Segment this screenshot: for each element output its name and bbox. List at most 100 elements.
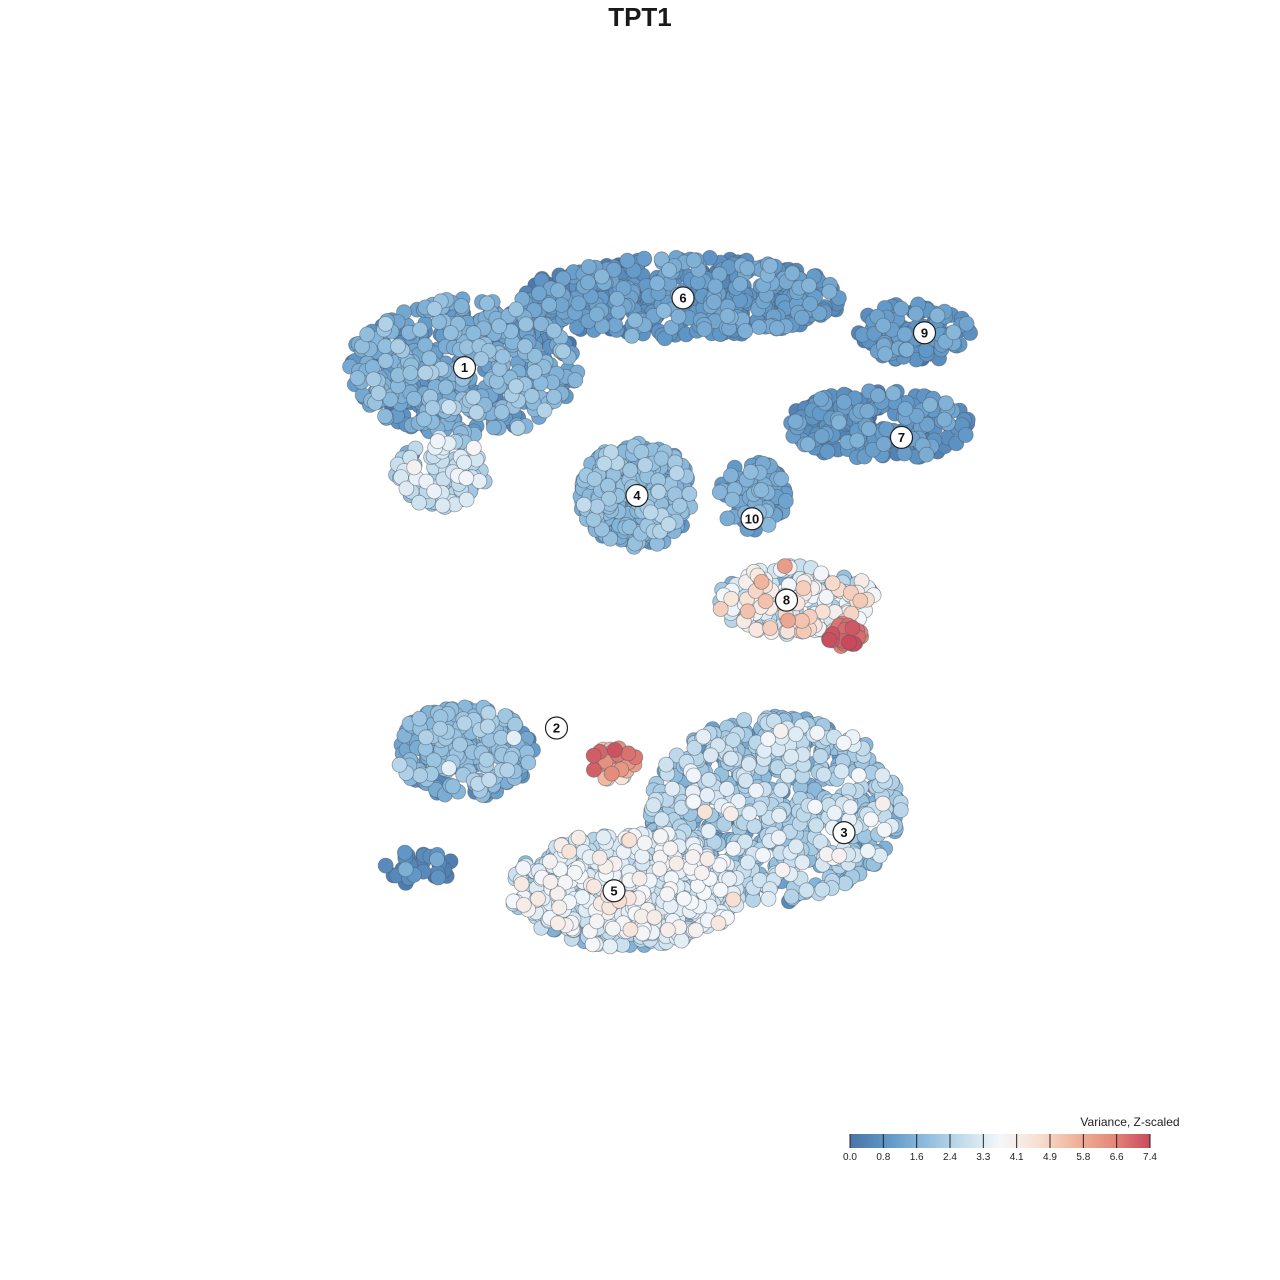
data-point	[671, 497, 688, 514]
data-point	[440, 399, 457, 416]
cluster-label-text: 1	[461, 360, 468, 375]
data-point	[769, 759, 786, 776]
data-point	[658, 756, 675, 773]
data-point	[606, 742, 623, 758]
data-point	[723, 590, 740, 607]
data-point	[437, 379, 454, 396]
data-point	[425, 752, 442, 769]
data-point	[693, 865, 710, 881]
data-point	[517, 338, 533, 355]
cluster-label: 8	[774, 588, 799, 612]
data-point	[850, 767, 867, 784]
data-point	[808, 817, 825, 834]
data-point	[668, 855, 685, 872]
data-point	[580, 258, 597, 275]
data-point	[859, 403, 876, 420]
data-point	[852, 592, 869, 609]
cluster-labels: 1 2 3 4 5 6 7 8 9 10	[452, 286, 937, 903]
data-point	[770, 829, 787, 846]
data-point	[696, 321, 713, 338]
data-point	[737, 772, 754, 789]
data-point	[826, 805, 843, 821]
data-point	[377, 315, 394, 332]
data-point	[753, 482, 770, 499]
data-point	[821, 283, 838, 300]
data-point	[588, 913, 605, 930]
cluster-label-text: 4	[633, 488, 641, 503]
data-point	[659, 886, 676, 903]
legend-tick-label: 4.9	[1043, 1152, 1057, 1163]
data-point	[813, 391, 829, 407]
data-point	[725, 891, 742, 908]
data-point	[411, 710, 428, 727]
data-point	[773, 470, 790, 487]
cluster-label: 1	[452, 356, 477, 380]
data-point	[642, 504, 659, 521]
data-point	[773, 782, 790, 798]
data-point	[596, 455, 613, 472]
data-point	[863, 811, 879, 828]
cluster-label-badge	[740, 507, 764, 531]
data-point	[417, 337, 434, 354]
data-point	[739, 260, 756, 277]
data-point	[676, 890, 692, 907]
data-point	[542, 874, 559, 890]
data-point	[591, 849, 608, 866]
cluster-label-badge	[602, 879, 626, 903]
color-legend: Variance, Z-scaled 0.0 0.8 1.6 2.4 3.3 4.1 4.9 5…	[843, 1115, 1180, 1163]
data-point	[370, 385, 387, 402]
data-point	[818, 589, 835, 605]
chart-title: TPT1	[608, 2, 672, 32]
cluster-label: 2	[544, 716, 569, 740]
data-point	[860, 420, 877, 437]
data-point	[478, 751, 495, 768]
data-point	[417, 364, 434, 381]
data-point	[426, 300, 443, 317]
data-point	[546, 322, 562, 339]
data-point	[622, 921, 639, 938]
data-point	[919, 416, 936, 433]
data-point	[566, 864, 583, 881]
data-point	[772, 723, 789, 739]
cluster-label-badge	[912, 321, 937, 345]
data-point	[508, 301, 524, 318]
data-point	[876, 822, 893, 838]
data-point	[530, 890, 546, 907]
data-point	[783, 888, 800, 905]
data-point	[730, 793, 747, 809]
data-point	[813, 428, 830, 445]
data-point	[636, 250, 653, 267]
data-point	[831, 847, 848, 864]
data-point	[646, 909, 663, 926]
data-point	[824, 575, 841, 592]
cluster-label: 3	[832, 821, 856, 845]
data-point	[774, 862, 791, 878]
cluster-label-badge	[889, 425, 914, 449]
data-point	[741, 805, 758, 822]
data-point	[377, 857, 394, 874]
data-point	[849, 432, 866, 449]
cluster-label-badge	[774, 588, 799, 612]
data-point	[586, 878, 602, 895]
legend-tick-label: 6.6	[1110, 1152, 1124, 1163]
data-point	[595, 829, 612, 846]
data-point	[499, 762, 516, 779]
data-point	[685, 767, 702, 784]
data-point	[957, 427, 974, 443]
data-point	[526, 363, 543, 380]
cluster-label: 10	[740, 507, 764, 531]
data-point	[929, 307, 946, 324]
data-point	[575, 496, 592, 513]
data-point	[938, 395, 954, 412]
data-point	[377, 408, 394, 425]
data-point	[584, 936, 601, 953]
data-point	[633, 443, 650, 460]
data-point	[509, 419, 526, 436]
data-point	[737, 323, 754, 339]
data-point	[660, 922, 676, 938]
data-point	[814, 881, 831, 898]
data-point	[391, 756, 408, 773]
data-point	[397, 861, 414, 878]
data-point	[841, 634, 857, 651]
data-point	[653, 811, 670, 828]
